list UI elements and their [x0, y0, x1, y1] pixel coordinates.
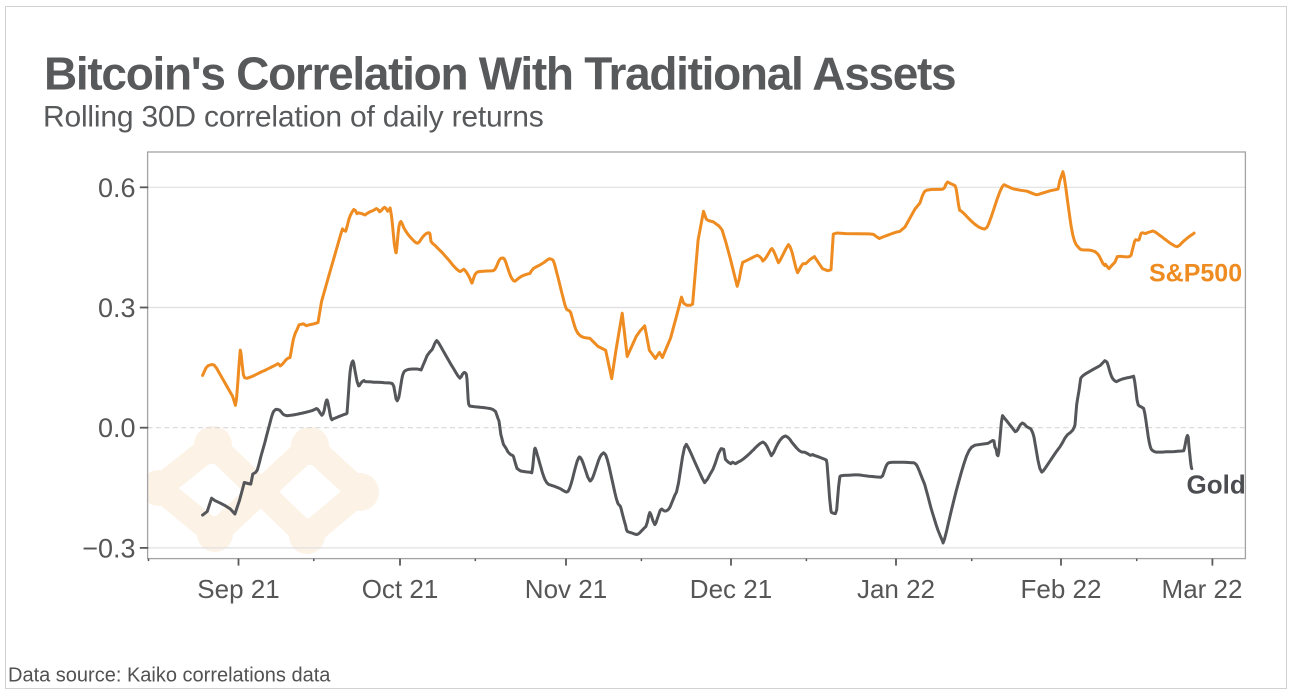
svg-text:Feb 22: Feb 22 [1021, 574, 1102, 604]
svg-text:Sep 21: Sep 21 [197, 574, 279, 604]
svg-text:0.6: 0.6 [98, 173, 136, 203]
svg-text:Rolling 30D correlation of dai: Rolling 30D correlation of daily returns [43, 101, 544, 134]
svg-text:Gold: Gold [1187, 470, 1246, 500]
svg-text:S&P500: S&P500 [1149, 260, 1242, 288]
svg-text:Mar 22: Mar 22 [1162, 574, 1243, 604]
svg-text:Oct 21: Oct 21 [362, 574, 439, 604]
svg-text:Data source: Kaiko correlation: Data source: Kaiko correlations data [8, 665, 331, 687]
svg-text:Bitcoin's Correlation With Tra: Bitcoin's Correlation With Traditional A… [44, 48, 955, 100]
svg-text:Dec 21: Dec 21 [690, 574, 772, 604]
svg-text:−0.3: −0.3 [82, 533, 135, 563]
svg-text:0.3: 0.3 [98, 293, 136, 323]
svg-text:0.0: 0.0 [98, 413, 136, 443]
svg-text:Nov 21: Nov 21 [525, 574, 607, 604]
svg-text:Jan 22: Jan 22 [857, 574, 935, 604]
